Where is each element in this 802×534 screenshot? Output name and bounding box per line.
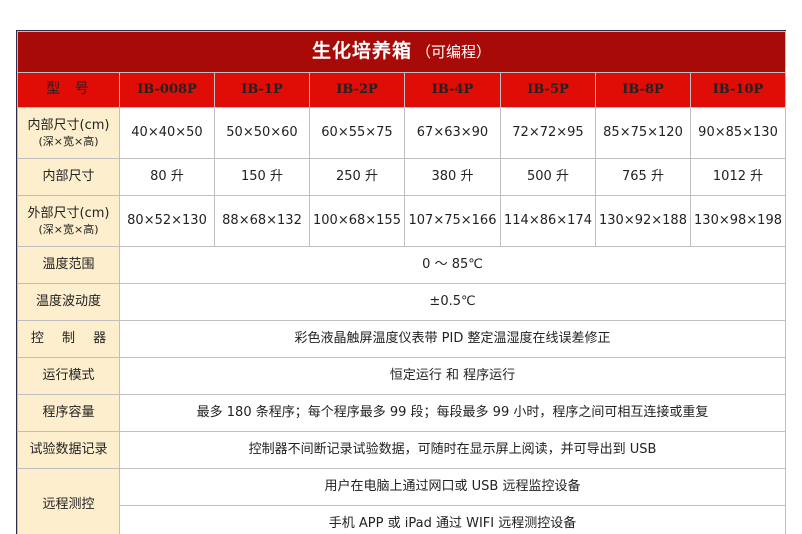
row-outer-size: 外部尺寸(cm) (深×宽×高) 80×52×130 88×68×132 100… — [17, 195, 787, 247]
cell-program-capacity: 最多 180 条程序；每个程序最多 99 段；每段最多 99 小时，程序之间可相… — [118, 394, 787, 432]
cell-outer-size-3: 107×75×166 — [404, 195, 501, 247]
row-controller: 控 制 器 彩色液晶触屏温度仪表带 PID 整定温湿度在线误差修正 — [17, 320, 787, 358]
row-label-inner-size-main: 内部尺寸(cm) — [27, 117, 110, 133]
specification-table: 生化培养箱 （可编程） 型 号 IB-008P IB-1P IB-2P IB-4… — [16, 31, 787, 534]
cell-inner-size-4: 72×72×95 — [500, 107, 596, 159]
cell-inner-size-0: 40×40×50 — [119, 107, 215, 159]
cell-inner-volume-2: 250 升 — [309, 158, 405, 196]
row-label-controller-text: 控 制 器 — [30, 330, 114, 346]
row-label-temp-fluctuation: 温度波动度 — [17, 283, 120, 321]
model-header-ib-2p: IB-2P — [309, 72, 405, 108]
model-header-label: 型 号 — [17, 72, 120, 108]
cell-inner-size-5: 85×75×120 — [595, 107, 691, 159]
model-header-row: 型 号 IB-008P IB-1P IB-2P IB-4P IB-5P IB-8… — [17, 72, 787, 108]
title-row: 生化培养箱 （可编程） — [16, 31, 787, 73]
cell-run-mode: 恒定运行 和 程序运行 — [118, 357, 787, 395]
cell-outer-size-6: 130×98×198 — [689, 195, 787, 247]
cell-outer-size-4: 114×86×174 — [500, 195, 596, 247]
cell-outer-size-2: 100×68×155 — [309, 195, 405, 247]
row-temp-fluctuation: 温度波动度 ±0.5℃ — [17, 283, 787, 321]
cell-inner-volume-3: 380 升 — [404, 158, 501, 196]
cell-inner-volume-0: 80 升 — [119, 158, 215, 196]
cell-inner-volume-5: 765 升 — [595, 158, 691, 196]
row-temp-range: 温度范围 0 ～ 85℃ — [17, 246, 787, 284]
cell-inner-volume-4: 500 升 — [500, 158, 596, 196]
cell-temp-fluctuation: ±0.5℃ — [118, 283, 787, 321]
cell-inner-size-2: 60×55×75 — [309, 107, 405, 159]
model-header-ib-008p: IB-008P — [119, 72, 215, 108]
row-remote-1: 远程测控 用户在电脑上通过网口或 USB 远程监控设备 — [17, 468, 787, 534]
cell-inner-volume-1: 150 升 — [214, 158, 310, 196]
cell-data-record: 控制器不间断记录试验数据，可随时在显示屏上阅读，并可导出到 USB — [118, 431, 787, 469]
model-header-ib-8p: IB-8P — [595, 72, 691, 108]
row-data-record: 试验数据记录 控制器不间断记录试验数据，可随时在显示屏上阅读，并可导出到 USB — [17, 431, 787, 469]
row-program-capacity: 程序容量 最多 180 条程序；每个程序最多 99 段；每段最多 99 小时，程… — [17, 394, 787, 432]
row-label-outer-size-main: 外部尺寸(cm) — [27, 205, 110, 221]
cell-controller: 彩色液晶触屏温度仪表带 PID 整定温湿度在线误差修正 — [118, 320, 787, 358]
row-label-temp-range: 温度范围 — [17, 246, 120, 284]
product-title-cell: 生化培养箱 （可编程） — [16, 31, 787, 73]
row-label-inner-volume: 内部尺寸 — [17, 158, 120, 196]
cell-inner-volume-6: 1012 升 — [689, 158, 787, 196]
row-label-inner-size: 内部尺寸(cm) (深×宽×高) — [17, 107, 120, 159]
cell-temp-range: 0 ～ 85℃ — [118, 246, 787, 284]
row-label-outer-size: 外部尺寸(cm) (深×宽×高) — [17, 195, 120, 247]
row-label-data-record: 试验数据记录 — [17, 431, 120, 469]
cell-outer-size-1: 88×68×132 — [214, 195, 310, 247]
row-label-run-mode: 运行模式 — [17, 357, 120, 395]
cell-outer-size-0: 80×52×130 — [119, 195, 215, 247]
cell-inner-size-3: 67×63×90 — [404, 107, 501, 159]
model-header-ib-1p: IB-1P — [214, 72, 310, 108]
product-title: 生化培养箱 （可编程） — [20, 35, 783, 69]
specification-table-container: 生化培养箱 （可编程） 型 号 IB-008P IB-1P IB-2P IB-4… — [16, 30, 787, 534]
product-title-sub: （可编程） — [416, 42, 492, 61]
row-run-mode: 运行模式 恒定运行 和 程序运行 — [17, 357, 787, 395]
cell-inner-size-1: 50×50×60 — [214, 107, 310, 159]
cell-outer-size-5: 130×92×188 — [595, 195, 691, 247]
model-header-ib-5p: IB-5P — [500, 72, 596, 108]
row-label-inner-size-sub: (深×宽×高) — [38, 134, 99, 148]
row-inner-volume: 内部尺寸 80 升 150 升 250 升 380 升 500 升 765 升 … — [17, 158, 787, 196]
product-title-main: 生化培养箱 — [312, 40, 413, 63]
row-inner-size: 内部尺寸(cm) (深×宽×高) 40×40×50 50×50×60 60×55… — [17, 107, 787, 159]
cell-inner-size-6: 90×85×130 — [689, 107, 787, 159]
model-header-ib-4p: IB-4P — [404, 72, 501, 108]
model-header-ib-10p: IB-10P — [689, 72, 787, 108]
row-label-program-capacity: 程序容量 — [17, 394, 120, 432]
row-label-outer-size-sub: (深×宽×高) — [38, 222, 99, 236]
cell-remote-pc: 用户在电脑上通过网口或 USB 远程监控设备 — [118, 468, 787, 506]
row-label-remote: 远程测控 — [17, 468, 120, 534]
row-remote-2: 手机 APP 或 iPad 通过 WIFI 远程测控设备 — [18, 505, 787, 534]
row-label-controller: 控 制 器 — [17, 320, 120, 358]
cell-remote-mobile: 手机 APP 或 iPad 通过 WIFI 远程测控设备 — [118, 505, 787, 534]
